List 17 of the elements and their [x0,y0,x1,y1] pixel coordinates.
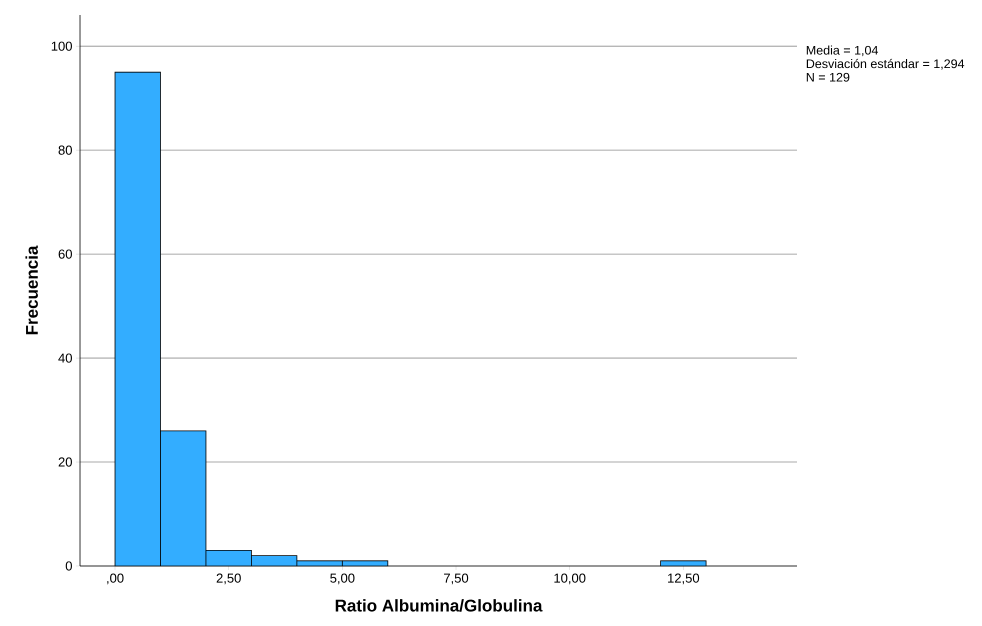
y-tick-label: 80 [58,146,72,155]
x-tick-label: 12,50 [668,574,700,584]
y-tick-label: 100 [52,42,72,51]
text: N = 129 [806,72,850,82]
x-tick-label: 10,00 [554,574,586,584]
x-tick-label: 2,50 [216,574,241,584]
text: Desviación estándar = 1,294 [806,58,964,70]
x-tick-label: 7,50 [444,574,468,584]
y-tick-label: 0 [66,561,72,571]
y-tick-label: 40 [58,353,72,363]
y-tick-label: 20 [58,457,72,467]
y-axis-title: Frecuencia [25,245,38,334]
text: Media = 1,04 [806,45,878,56]
x-axis-title: Ratio Albumina/Globulina [336,599,543,612]
x-tick-label: ,00 [107,574,124,584]
x-tick-label: 5,00 [330,574,354,584]
y-tick-label: 60 [58,249,72,259]
